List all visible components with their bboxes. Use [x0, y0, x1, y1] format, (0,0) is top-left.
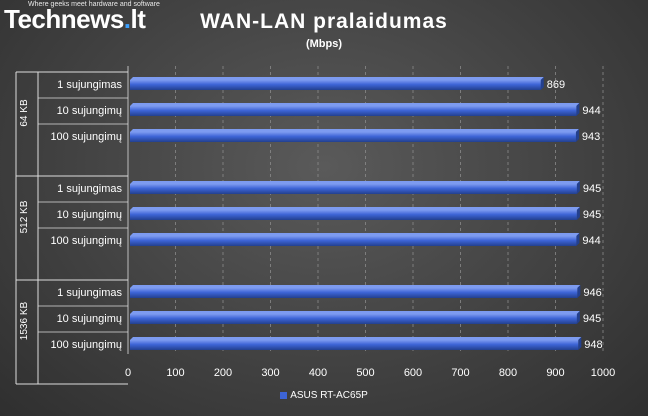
bar-end: [576, 233, 580, 246]
bar: [130, 184, 577, 194]
x-tick-label: 200: [214, 367, 232, 379]
chart-subtitle: (Mbps): [305, 38, 343, 50]
logo-slogan: Where geeks meet hardware and software: [28, 1, 160, 8]
bar: [130, 210, 577, 220]
bar-end: [576, 181, 580, 194]
x-tick-label: 0: [125, 367, 131, 379]
bar-top: [130, 181, 580, 184]
bar-end: [576, 207, 580, 220]
x-tick-label: 800: [499, 367, 517, 379]
data-label: 946: [583, 287, 601, 299]
chart-title: WAN-LAN pralaidumas: [200, 10, 448, 33]
bar-top: [130, 77, 544, 80]
group-label: 1536 KB: [19, 301, 30, 340]
bar: [130, 106, 577, 116]
legend: ASUS RT-AC65P: [0, 390, 648, 401]
x-tick-label: 100: [166, 367, 184, 379]
data-label: 948: [584, 339, 602, 351]
category-label: 1 sujungimas: [57, 183, 122, 195]
data-label: 943: [582, 131, 600, 143]
bar-top: [130, 285, 581, 288]
bar-top: [130, 233, 580, 236]
bar: [130, 314, 577, 324]
bar: [130, 340, 579, 350]
category-label: 100 sujungimų: [50, 339, 122, 351]
bar-end: [577, 285, 581, 298]
bar-top: [130, 129, 579, 132]
category-label: 1 sujungimas: [57, 79, 122, 91]
data-label: 869: [547, 79, 565, 91]
data-label: 944: [582, 105, 600, 117]
bar-end: [578, 337, 582, 350]
legend-swatch: [280, 392, 288, 399]
bar: [130, 132, 576, 142]
bar-end: [540, 77, 544, 90]
bar-end: [575, 129, 579, 142]
technews-logo: Where geeks meet hardware and software T…: [4, 0, 204, 36]
bar-top: [130, 207, 580, 210]
bar-top: [130, 311, 580, 314]
bar: [130, 80, 541, 90]
x-tick-label: 600: [404, 367, 422, 379]
category-label: 10 sujungimų: [57, 313, 122, 325]
data-label: 945: [583, 183, 601, 195]
x-tick-label: 700: [451, 367, 469, 379]
x-tick-label: 1000: [591, 367, 615, 379]
bar: [130, 288, 578, 298]
bar: [130, 236, 577, 246]
category-label: 100 sujungimų: [50, 131, 122, 143]
x-tick-label: 300: [261, 367, 279, 379]
category-label: 10 sujungimų: [57, 105, 122, 117]
group-label: 512 KB: [19, 200, 30, 233]
category-label: 1 sujungimas: [57, 287, 122, 299]
category-label: 100 sujungimų: [50, 235, 122, 247]
x-tick-label: 400: [309, 367, 327, 379]
bar-end: [576, 311, 580, 324]
bar-top: [130, 337, 582, 340]
category-label: 10 sujungimų: [57, 209, 122, 221]
data-label: 945: [583, 209, 601, 221]
data-label: 945: [583, 313, 601, 325]
data-label: 944: [582, 235, 600, 247]
legend-label: ASUS RT-AC65P: [290, 390, 368, 401]
logo-wordmark: Technews.lt: [4, 4, 146, 34]
x-tick-label: 900: [546, 367, 564, 379]
group-label: 64 KB: [19, 99, 30, 127]
x-tick-label: 500: [356, 367, 374, 379]
bar-top: [130, 103, 580, 106]
bar-end: [576, 103, 580, 116]
